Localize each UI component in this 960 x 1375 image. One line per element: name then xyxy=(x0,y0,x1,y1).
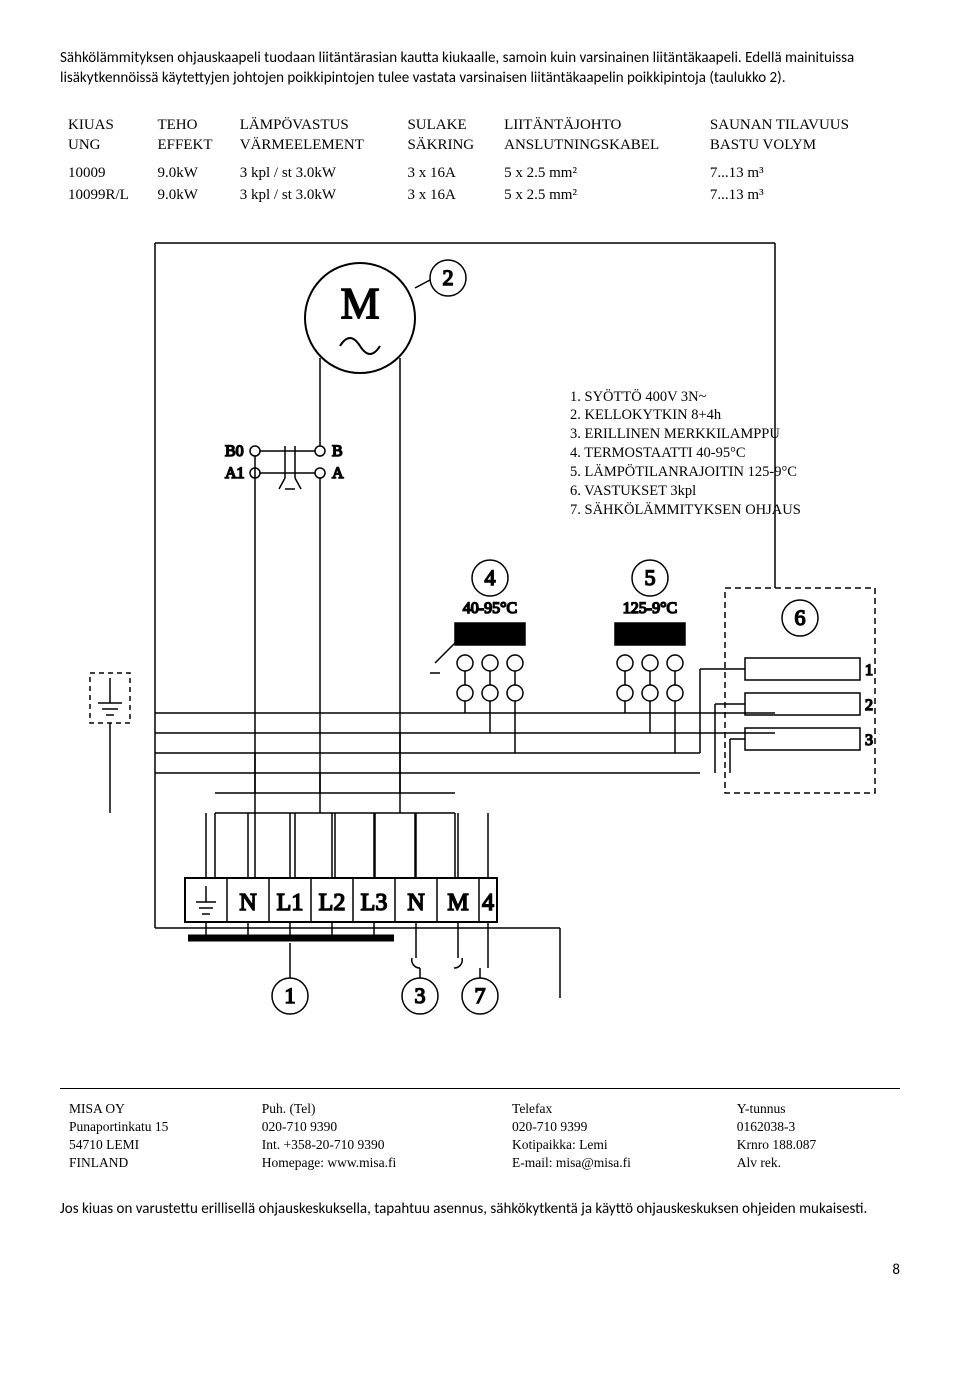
r1c1: 10009 xyxy=(68,157,155,183)
spec-table: KIUAS UNG TEHO EFFEKT LÄMPÖVASTUS VÄRMEELEM… xyxy=(66,113,896,208)
r2c5: 5 x 2.5 mm² xyxy=(504,185,708,205)
temp-4: 40-95°C xyxy=(463,600,517,617)
res2: 2 xyxy=(865,697,873,714)
f-c2-2: 020-710 9390 xyxy=(262,1118,493,1136)
r1c5: 5 x 2.5 mm² xyxy=(504,157,708,183)
marker-6: 6 xyxy=(795,605,806,630)
f-c1-2: Punaportinkatu 15 xyxy=(69,1118,243,1136)
term-M: M xyxy=(447,890,468,916)
lbl-B: B xyxy=(332,443,343,460)
col3-h2: VÄRMEELEMENT xyxy=(240,137,364,153)
marker-2: 2 xyxy=(443,265,454,290)
leg-7: 7. SÄHKÖLÄMMITYKSEN OHJAUS xyxy=(570,501,801,520)
col5-h1: LIITÄNTÄJOHTO xyxy=(504,117,621,133)
f-c2-4: Homepage: www.misa.fi xyxy=(262,1154,493,1172)
col2-h1: TEHO xyxy=(157,117,197,133)
motor-label: M xyxy=(340,279,379,328)
marker-4: 4 xyxy=(485,565,496,590)
f-c3-3: Kotipaikka: Lemi xyxy=(512,1136,718,1154)
lbl-B0: B0 xyxy=(225,443,244,460)
f-c4-1: Y-tunnus xyxy=(737,1100,878,1118)
leg-3: 3. ERILLINEN MERKKILAMPPU xyxy=(570,425,801,444)
r1c2: 9.0kW xyxy=(157,157,237,183)
term-L2: L2 xyxy=(319,890,346,916)
f-c1-1: MISA OY xyxy=(69,1100,243,1118)
f-c3-4: E-mail: misa@misa.fi xyxy=(512,1154,718,1172)
term-L1: L1 xyxy=(277,890,304,916)
r1c3: 3 kpl / st 3.0kW xyxy=(240,157,406,183)
res1: 1 xyxy=(865,662,873,679)
col1-h1: KIUAS xyxy=(68,117,114,133)
leg-1: 1. SYÖTTÖ 400V 3N~ xyxy=(570,388,801,407)
wiring-svg: M 2 B0 A1 B A xyxy=(60,218,898,1080)
leg-4: 4. TERMOSTAATTI 40-95°C xyxy=(570,444,801,463)
lbl-A1: A1 xyxy=(225,465,245,482)
col5-h2: ANSLUTNINGSKABEL xyxy=(504,137,659,153)
f-c4-2: 0162038-3 xyxy=(737,1118,878,1136)
r2c2: 9.0kW xyxy=(157,185,237,205)
f-c4-3: Krnro 188.087 xyxy=(737,1136,878,1154)
marker-7: 7 xyxy=(475,983,486,1008)
legend: 1. SYÖTTÖ 400V 3N~ 2. KELLOKYTKIN 8+4h 3… xyxy=(570,388,801,520)
term-4: 4 xyxy=(482,890,494,916)
f-c2-1: Puh. (Tel) xyxy=(262,1100,493,1118)
page-number: 8 xyxy=(60,1260,900,1280)
term-N2: N xyxy=(407,890,424,916)
intro-line1: Sähkölämmityksen ohjauskaapeli tuodaan l… xyxy=(60,49,742,67)
f-c1-4: FINLAND xyxy=(69,1154,243,1172)
temp-5: 125-9°C xyxy=(623,600,677,617)
col4-h1: SULAKE xyxy=(407,117,466,133)
leg-2: 2. KELLOKYTKIN 8+4h xyxy=(570,406,801,425)
col4-h2: SÄKRING xyxy=(407,137,474,153)
r1c4: 3 x 16A xyxy=(407,157,502,183)
foot-note: Jos kiuas on varustettu erillisellä ohja… xyxy=(60,1199,900,1219)
col3-h1: LÄMPÖVASTUS xyxy=(240,117,349,133)
r2c1: 10099R/L xyxy=(68,185,155,205)
r1c6: 7...13 m³ xyxy=(710,157,894,183)
term-N: N xyxy=(239,890,256,916)
marker-1: 1 xyxy=(285,983,296,1008)
res3: 3 xyxy=(865,732,873,749)
col6-h1: SAUNAN TILAVUUS xyxy=(710,117,849,133)
col6-h2: BASTU VOLYM xyxy=(710,137,816,153)
f-c3-1: Telefax xyxy=(512,1100,718,1118)
r2c4: 3 x 16A xyxy=(407,185,502,205)
f-c3-2: 020-710 9399 xyxy=(512,1118,718,1136)
intro-paragraph: Sähkölämmityksen ohjauskaapeli tuodaan l… xyxy=(60,48,900,89)
col1-h2: UNG xyxy=(68,137,101,153)
r2c6: 7...13 m³ xyxy=(710,185,894,205)
f-c1-3: 54710 LEMI xyxy=(69,1136,243,1154)
marker-5: 5 xyxy=(645,565,656,590)
lbl-A: A xyxy=(332,465,344,482)
col2-h2: EFFEKT xyxy=(157,137,212,153)
f-c2-3: Int. +358-20-710 9390 xyxy=(262,1136,493,1154)
leg-6: 6. VASTUKSET 3kpl xyxy=(570,482,801,501)
f-c4-4: Alv rek. xyxy=(737,1154,878,1172)
leg-5: 5. LÄMPÖTILANRAJOITIN 125-9°C xyxy=(570,463,801,482)
r2c3: 3 kpl / st 3.0kW xyxy=(240,185,406,205)
marker-3: 3 xyxy=(415,983,426,1008)
term-L3: L3 xyxy=(361,890,388,916)
company-info: MISA OY Punaportinkatu 15 54710 LEMI FIN… xyxy=(66,1097,896,1176)
wiring-diagram: M 2 B0 A1 B A xyxy=(60,218,900,1089)
